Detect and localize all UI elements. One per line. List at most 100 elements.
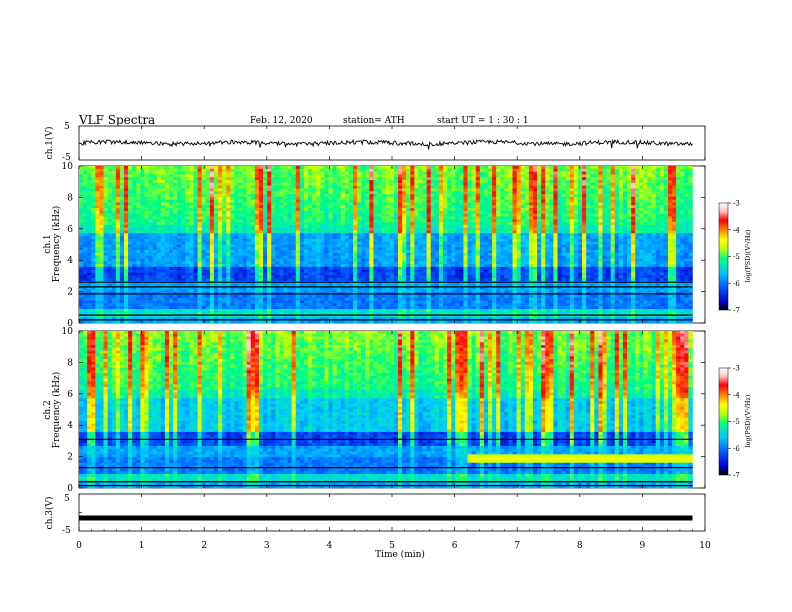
spec1-cell [160,250,166,254]
spec1-cell [492,205,497,209]
spec1-cell [643,236,648,240]
spec1-cell [160,182,166,186]
spec1-cell [160,247,166,251]
spec1-cell [651,208,656,212]
spec1-cell [520,199,526,203]
spec1-cell [651,185,656,189]
spec1-cell [443,174,448,178]
spec1-cell [271,244,276,248]
spec1-cell [91,230,96,234]
spec1-cell [132,210,137,214]
spec1-cell [385,208,391,212]
spec1-cell [99,247,104,251]
spec1-cell [434,166,440,170]
spec1-cell [381,247,387,251]
spec1-cell [496,233,501,237]
spec1-cell [618,166,624,170]
spec1-cell [308,233,313,237]
spec1-cell [201,252,207,257]
spec1-cell [434,202,440,206]
spec1-cell [152,241,158,245]
spec1-cell [406,182,411,186]
spec1-cell [181,255,186,259]
spec1-cell [164,182,170,186]
spec1-cell [582,224,587,228]
spec1-cell [573,196,579,200]
spec1-cell [647,191,652,195]
spec1-cell [655,180,661,184]
spec1-cell [672,233,677,237]
spec1-cell [492,247,497,251]
spec1-cell [344,182,350,186]
spec1-cell [357,168,362,172]
spec1-cell [168,166,174,170]
spec1-cell [520,233,526,237]
spec1-cell [185,227,190,231]
spec1-cell [164,219,170,223]
spec1-cell [663,252,669,257]
spec1-cell [622,219,628,223]
spec1-cell [115,230,121,234]
spec1-cell [430,224,436,228]
spec1-cell [209,202,215,206]
spec1-cell [463,255,468,259]
spec1-cell [144,188,149,192]
spec1-cell [201,185,207,189]
spec1-cell [353,252,358,257]
spec1-cell [537,233,542,237]
spec1-cell [381,194,387,198]
spec1-cell [99,216,104,220]
spec1-cell [627,174,632,178]
spec1-cell [209,174,215,178]
spec1-cell [308,199,313,203]
spec1-cell [357,213,362,217]
spec1-cell [418,194,423,198]
spec1-cell [185,194,190,198]
spec1-cell [684,191,689,195]
spec1-cell [320,185,325,189]
spec1-cell [389,208,395,212]
spec1-cell [320,236,325,240]
spec1-cell [451,247,456,251]
spec1-cell [369,213,374,217]
spec1-cell [541,210,546,214]
spec1-cell [508,252,513,257]
spec1-cell [254,216,260,220]
spec1-cell [541,236,546,240]
spec1-cell [168,250,174,254]
spec1-cell [144,191,149,195]
spec1-cell [348,194,354,198]
spec1-cell [365,230,370,234]
spec1-cell [95,199,100,203]
spec1-cell [189,168,194,172]
spec1-cell [406,191,411,195]
spec1-cell [136,194,141,198]
spec1-cell [246,230,252,234]
spec1-cell [402,250,407,254]
spec1-cell [680,252,685,257]
spec1-cell [402,194,407,198]
spec1-cell [344,216,350,220]
spec1-cell [438,255,444,259]
spec1-cell [512,205,517,209]
spec1-cell [410,180,415,184]
spec1-cell [258,241,264,245]
spec1-cell [324,247,329,251]
spec1-cell [115,202,121,206]
spec1-cell [132,233,137,237]
spec1-cell [614,188,620,192]
spec1-cell [492,168,497,172]
spec1-cell [549,250,554,254]
spec1-cell [336,177,342,181]
spec1-cell [618,233,624,237]
spec1-cell [426,205,432,209]
spec1-cell [369,174,374,178]
spec1-cell [168,210,174,214]
spec1-cell [238,247,243,251]
spec1-cell [107,216,113,220]
spec1-cell [373,233,378,237]
spec1-cell [594,177,599,181]
spec1-cell [524,255,530,259]
spec1-cell [103,171,108,175]
spec1-cell [87,208,92,212]
